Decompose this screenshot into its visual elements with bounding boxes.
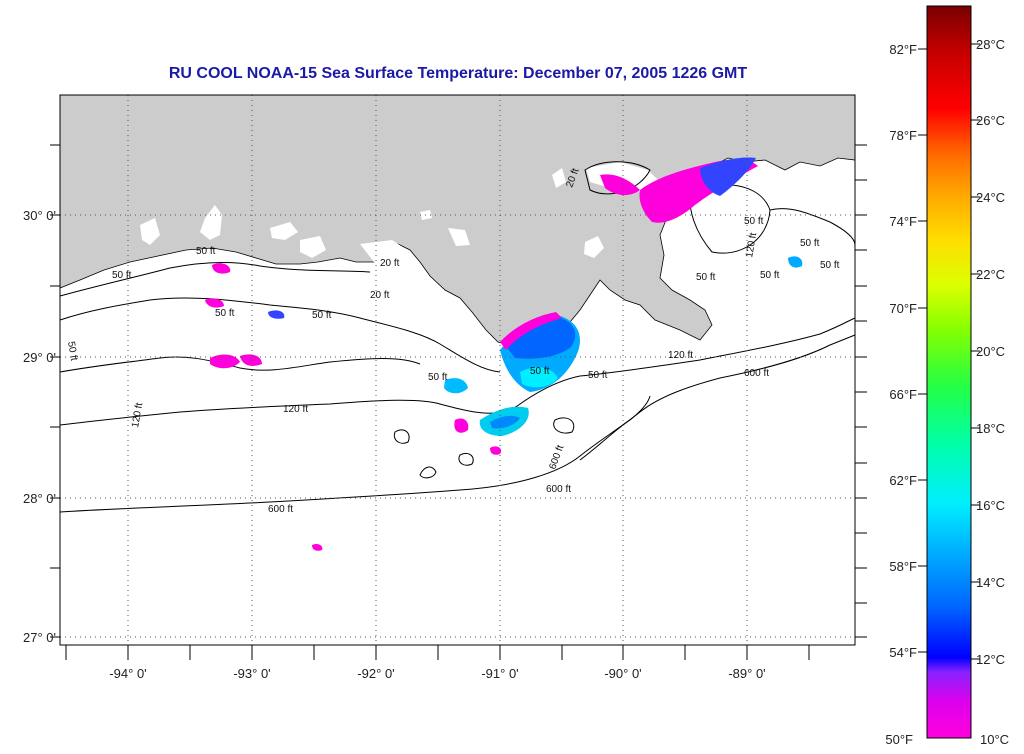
contour-label: 50 ft	[65, 341, 79, 362]
fahrenheit-label: 70°F	[889, 301, 917, 316]
latitude-labels: 30° 0' 29° 0' 28° 0' 27° 0'	[23, 208, 56, 645]
map-panel: 30° 0' 29° 0' 28° 0' 27° 0' -94° 0' -93°…	[23, 94, 867, 681]
contour-label: 120 ft	[130, 402, 145, 429]
contour-label: 20 ft	[380, 258, 400, 269]
lon-label: -90° 0'	[604, 666, 641, 681]
contour-label: 50 ft	[215, 308, 235, 319]
lon-label: -89° 0'	[728, 666, 765, 681]
celsius-label: 26°C	[976, 113, 1005, 128]
celsius-label: 18°C	[976, 421, 1005, 436]
lat-label: 30° 0'	[23, 208, 56, 223]
contour-label: 50 ft	[760, 270, 780, 281]
celsius-label: 28°C	[976, 37, 1005, 52]
celsius-label: 22°C	[976, 267, 1005, 282]
lon-label: -92° 0'	[357, 666, 394, 681]
contour-labels: 50 ft 50 ft 50 ft 20 ft 20 ft 50 ft 50 f…	[65, 167, 840, 515]
contour-label: 50 ft	[312, 310, 332, 321]
contour-label: 50 ft	[428, 372, 448, 383]
axis-ticks	[50, 144, 867, 660]
sst-patches	[205, 157, 803, 551]
lon-label: -94° 0'	[109, 666, 146, 681]
fahrenheit-label: 50°F	[885, 732, 913, 747]
celsius-label: 24°C	[976, 190, 1005, 205]
colorbar-ticks	[918, 43, 980, 660]
fahrenheit-label: 58°F	[889, 559, 917, 574]
fahrenheit-label: 62°F	[889, 473, 917, 488]
lon-label: -93° 0'	[233, 666, 270, 681]
celsius-label: 12°C	[976, 652, 1005, 667]
map-title: RU COOL NOAA-15 Sea Surface Temperature:…	[169, 65, 748, 82]
contour-label: 600 ft	[546, 484, 571, 495]
contour-label: 50 ft	[588, 370, 608, 381]
fahrenheit-labels: 82°F 78°F 74°F 70°F 66°F 62°F 58°F 54°F …	[885, 42, 917, 747]
celsius-label: 14°C	[976, 575, 1005, 590]
contour-label: 50 ft	[112, 270, 132, 281]
contour-label: 50 ft	[744, 216, 764, 227]
contour-label: 20 ft	[370, 290, 390, 301]
fahrenheit-label: 74°F	[889, 214, 917, 229]
inland-water	[140, 162, 775, 262]
celsius-label: 16°C	[976, 498, 1005, 513]
celsius-label: 20°C	[976, 344, 1005, 359]
contour-label: 600 ft	[744, 368, 769, 379]
lat-label: 28° 0'	[23, 491, 56, 506]
graticule	[60, 95, 855, 645]
contour-label: 50 ft	[696, 272, 716, 283]
fahrenheit-label: 54°F	[889, 645, 917, 660]
fahrenheit-label: 66°F	[889, 387, 917, 402]
lat-label: 29° 0'	[23, 350, 56, 365]
lon-label: -91° 0'	[481, 666, 518, 681]
contour-label: 50 ft	[530, 366, 550, 377]
contour-label: 120 ft	[744, 232, 759, 259]
celsius-labels: 28°C 26°C 24°C 22°C 20°C 18°C 16°C 14°C …	[976, 37, 1009, 747]
celsius-label: 10°C	[980, 732, 1009, 747]
colorbar: 82°F 78°F 74°F 70°F 66°F 62°F 58°F 54°F …	[885, 5, 1009, 747]
contour-label: 120 ft	[668, 350, 693, 361]
fahrenheit-label: 82°F	[889, 42, 917, 57]
map-border	[59, 94, 856, 646]
fahrenheit-label: 78°F	[889, 128, 917, 143]
contour-label: 120 ft	[283, 404, 308, 415]
contour-label: 50 ft	[196, 246, 216, 257]
longitude-labels: -94° 0' -93° 0' -92° 0' -91° 0' -90° 0' …	[109, 666, 765, 681]
contour-label: 50 ft	[820, 260, 840, 271]
lat-label: 27° 0'	[23, 630, 56, 645]
colorbar-gradient	[926, 5, 972, 739]
contour-label: 600 ft	[268, 504, 293, 515]
contour-label: 50 ft	[800, 238, 820, 249]
